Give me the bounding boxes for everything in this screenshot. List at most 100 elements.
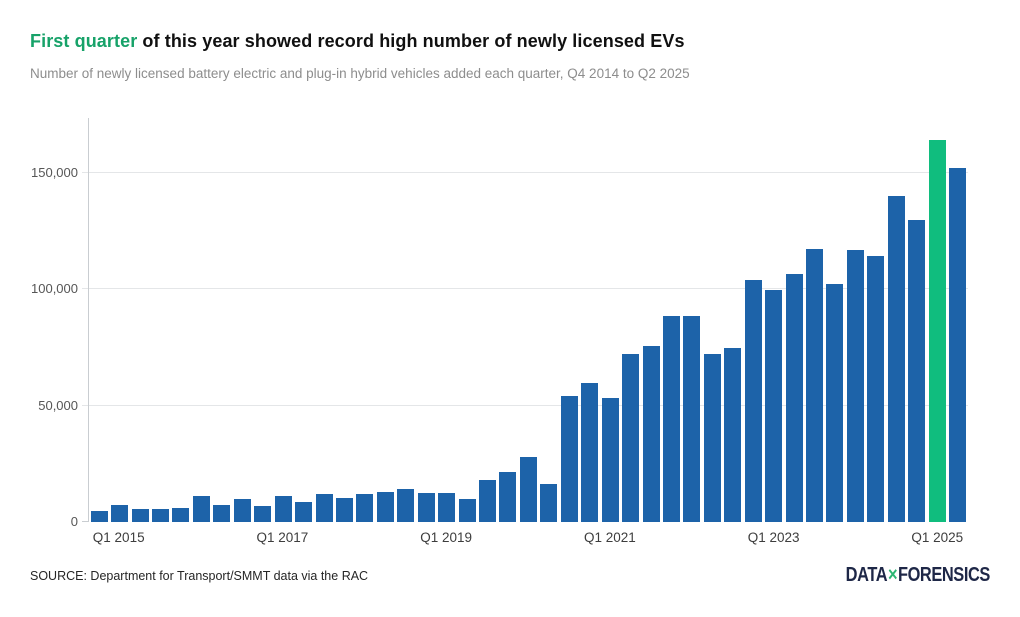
bar bbox=[192, 496, 210, 522]
bar bbox=[846, 250, 864, 522]
page-title: First quarter of this year showed record… bbox=[30, 31, 685, 52]
x-tick-label: Q1 2017 bbox=[256, 530, 309, 545]
bar bbox=[949, 168, 967, 522]
x-tick-label: Q1 2023 bbox=[747, 530, 800, 545]
bar-slot bbox=[109, 118, 129, 522]
bar bbox=[622, 354, 640, 522]
bar-slot bbox=[702, 118, 722, 522]
bar-slot bbox=[396, 118, 416, 522]
bar bbox=[887, 196, 905, 522]
bar bbox=[254, 506, 272, 522]
bar-slot bbox=[947, 118, 967, 522]
bar-slot bbox=[518, 118, 538, 522]
dataxforensics-logo: DATA×FORENSICS bbox=[845, 564, 991, 587]
bar-slot bbox=[682, 118, 702, 522]
bar-slot bbox=[477, 118, 497, 522]
bar bbox=[111, 505, 129, 522]
bar-slot bbox=[191, 118, 211, 522]
gridline bbox=[82, 172, 968, 174]
bar-slot bbox=[212, 118, 232, 522]
bar-slot bbox=[866, 118, 886, 522]
bar-slot bbox=[150, 118, 170, 522]
bar bbox=[519, 457, 537, 522]
bar bbox=[785, 274, 803, 522]
bar bbox=[744, 280, 762, 522]
bar-slot bbox=[457, 118, 477, 522]
x-tick-label: Q1 2021 bbox=[583, 530, 636, 545]
bar bbox=[131, 509, 149, 522]
y-tick-label: 50,000 bbox=[38, 397, 78, 413]
bar bbox=[90, 511, 108, 522]
bar-slot bbox=[253, 118, 273, 522]
bar-slot bbox=[334, 118, 354, 522]
bar bbox=[642, 346, 660, 522]
bar bbox=[417, 493, 435, 522]
bar bbox=[295, 502, 313, 522]
bar-slot bbox=[620, 118, 640, 522]
bar bbox=[560, 396, 578, 522]
bar-slot bbox=[763, 118, 783, 522]
gridline bbox=[82, 288, 968, 290]
bar bbox=[724, 348, 742, 522]
bar-slot bbox=[436, 118, 456, 522]
x-tick-label: Q1 2015 bbox=[92, 530, 145, 545]
bar-slot bbox=[89, 118, 109, 522]
bar-slot bbox=[130, 118, 150, 522]
plot-area bbox=[82, 118, 968, 522]
bar-slot bbox=[171, 118, 191, 522]
bar-highlighted bbox=[928, 140, 946, 522]
bar bbox=[438, 493, 456, 522]
bar bbox=[806, 249, 824, 522]
bar bbox=[397, 489, 415, 522]
bar bbox=[499, 472, 517, 522]
bar bbox=[540, 484, 558, 522]
bar bbox=[683, 316, 701, 522]
bar bbox=[703, 354, 721, 522]
bar-slot bbox=[232, 118, 252, 522]
x-tick-label: Q1 2025 bbox=[911, 530, 964, 545]
bar-slot bbox=[641, 118, 661, 522]
y-tick-label: 0 bbox=[70, 514, 78, 529]
bar-slot bbox=[886, 118, 906, 522]
logo-data: DATA bbox=[845, 564, 888, 586]
bar bbox=[662, 316, 680, 522]
bar bbox=[376, 492, 394, 522]
bar bbox=[213, 505, 231, 522]
bar bbox=[356, 494, 374, 522]
title-rest: of this year showed record high number o… bbox=[137, 31, 685, 51]
source-note: SOURCE: Department for Transport/SMMT da… bbox=[30, 569, 369, 583]
bar-slot bbox=[907, 118, 927, 522]
bar-slot bbox=[559, 118, 579, 522]
bar-slot bbox=[743, 118, 763, 522]
bar-group bbox=[89, 118, 968, 522]
bar bbox=[172, 508, 190, 522]
logo-x-icon: × bbox=[888, 564, 898, 586]
bar-slot bbox=[498, 118, 518, 522]
bar bbox=[867, 256, 885, 522]
bar bbox=[479, 480, 497, 522]
bar-slot bbox=[273, 118, 293, 522]
y-tick-label: 150,000 bbox=[31, 165, 78, 181]
logo-forensics: FORENSICS bbox=[898, 564, 990, 586]
bar bbox=[233, 499, 251, 522]
y-tick-label: 100,000 bbox=[31, 281, 78, 297]
bar bbox=[908, 220, 926, 522]
bar-slot bbox=[293, 118, 313, 522]
x-tick-label: Q1 2019 bbox=[420, 530, 472, 545]
bar bbox=[152, 509, 170, 522]
bar bbox=[335, 498, 353, 522]
y-axis-line bbox=[88, 118, 89, 522]
bar-slot bbox=[927, 118, 947, 522]
bar-slot bbox=[314, 118, 334, 522]
bar bbox=[826, 284, 844, 522]
bar-slot bbox=[580, 118, 600, 522]
bar-slot bbox=[661, 118, 681, 522]
gridline bbox=[82, 404, 968, 406]
bar-slot bbox=[600, 118, 620, 522]
bar bbox=[601, 398, 619, 522]
bar bbox=[274, 496, 292, 522]
bar bbox=[315, 494, 333, 522]
title-highlight: First quarter bbox=[30, 31, 138, 51]
bar-slot bbox=[416, 118, 436, 522]
